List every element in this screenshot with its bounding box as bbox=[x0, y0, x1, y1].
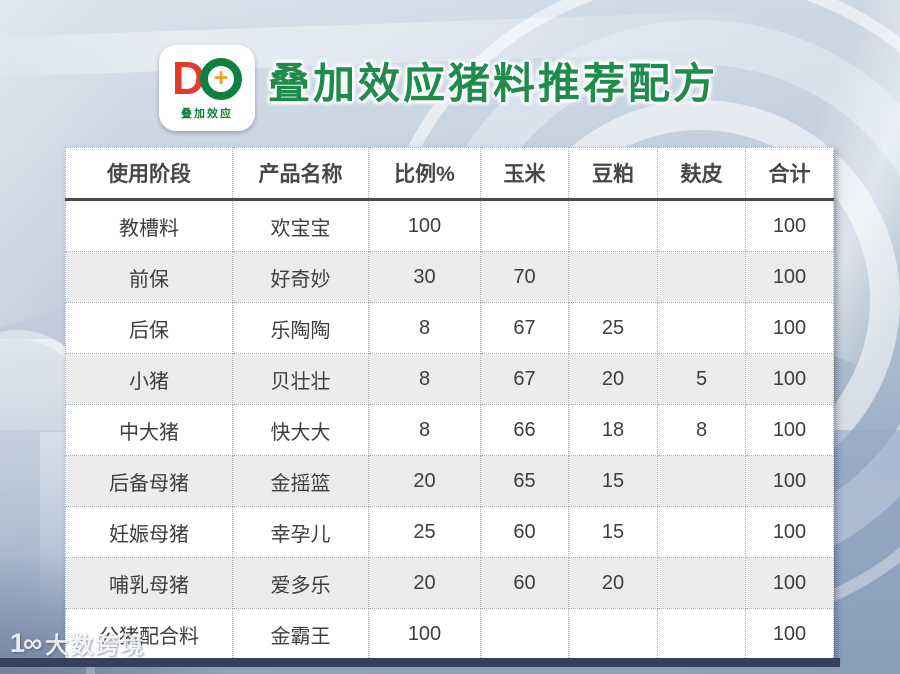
table-cell: 60 bbox=[480, 557, 569, 609]
table-row: 中大猪 快大大 8 66 18 8 100 bbox=[65, 404, 834, 456]
column-header-soybean-meal: 豆粕 bbox=[568, 147, 658, 201]
table-cell: 67 bbox=[480, 302, 569, 354]
table-body: 教槽料 欢宝宝 100 100 前保 好奇妙 30 70 100 后保 乐陶陶 8 67 25 100 小猪贝… bbox=[65, 199, 834, 660]
table-cell: 70 bbox=[480, 251, 569, 303]
column-header-product: 产品名称 bbox=[232, 147, 369, 201]
table-cell: 后保 bbox=[65, 302, 233, 354]
column-header-corn: 玉米 bbox=[480, 147, 569, 201]
brand-logo: D + 叠加效应 bbox=[159, 45, 255, 131]
table-cell bbox=[480, 608, 569, 660]
table-cell: 100 bbox=[745, 455, 834, 507]
table-cell: 18 bbox=[568, 404, 658, 456]
table-cell: 15 bbox=[568, 506, 658, 558]
table-cell: 60 bbox=[480, 506, 569, 558]
table-cell: 20 bbox=[568, 353, 658, 405]
plus-icon: + bbox=[213, 64, 229, 92]
table-cell: 100 bbox=[745, 404, 834, 456]
table-cell: 金霸王 bbox=[232, 608, 369, 660]
table-cell: 20 bbox=[368, 557, 481, 609]
table-cell: 5 bbox=[657, 353, 746, 405]
table-cell: 好奇妙 bbox=[232, 251, 369, 303]
table-row: 小猪 贝壮壮 8 67 20 5 100 bbox=[65, 353, 834, 405]
table-cell: 8 bbox=[368, 302, 481, 354]
table-cell: 爱多乐 bbox=[232, 557, 369, 609]
table-cell: 教槽料 bbox=[65, 199, 233, 252]
table-cell bbox=[657, 199, 746, 252]
table-row: 前保 好奇妙 30 70 100 bbox=[65, 251, 834, 303]
table-cell: 8 bbox=[368, 404, 481, 456]
table-cell: 妊娠母猪 bbox=[65, 506, 233, 558]
column-header-wheat-bran: 麸皮 bbox=[657, 147, 746, 201]
table-cell: 欢宝宝 bbox=[232, 199, 369, 252]
table-cell: 15 bbox=[568, 455, 658, 507]
logo-letter-d: D bbox=[171, 51, 206, 104]
table-cell: 前保 bbox=[65, 251, 233, 303]
table-cell: 贝壮壮 bbox=[232, 353, 369, 405]
table-cell bbox=[657, 455, 746, 507]
table-row: 哺乳母猪 爱多乐 20 60 20 100 bbox=[65, 557, 834, 609]
column-header-stage: 使用阶段 bbox=[65, 147, 233, 201]
table-cell: 100 bbox=[745, 557, 834, 609]
table-cell: 20 bbox=[568, 557, 658, 609]
table-cell: 66 bbox=[480, 404, 569, 456]
table-cell: 100 bbox=[368, 199, 481, 252]
table-cell bbox=[568, 199, 658, 252]
table-cell bbox=[568, 608, 658, 660]
table-cell: 小猪 bbox=[65, 353, 233, 405]
logo-letters: D + bbox=[171, 51, 243, 104]
table-row: 后保 乐陶陶 8 67 25 100 bbox=[65, 302, 834, 354]
table-cell: 金摇篮 bbox=[232, 455, 369, 507]
table-cell: 20 bbox=[368, 455, 481, 507]
table-cell: 100 bbox=[745, 506, 834, 558]
table-row: 公猪配合料 金霸王 100 100 bbox=[65, 608, 834, 660]
column-header-ratio: 比例% bbox=[368, 147, 481, 201]
table-cell: 100 bbox=[745, 251, 834, 303]
table-cell: 25 bbox=[568, 302, 658, 354]
table-cell: 幸孕儿 bbox=[232, 506, 369, 558]
table-cell: 100 bbox=[745, 608, 834, 660]
logo-ring-icon: + bbox=[200, 57, 243, 100]
table-cell: 哺乳母猪 bbox=[65, 557, 233, 609]
column-header-total: 合计 bbox=[745, 147, 834, 201]
table-cell bbox=[657, 302, 746, 354]
table-cell: 8 bbox=[368, 353, 481, 405]
table-cell: 快大大 bbox=[232, 404, 369, 456]
table-row: 后备母猪 金摇篮 20 65 15 100 bbox=[65, 455, 834, 507]
table-cell: 30 bbox=[368, 251, 481, 303]
table-cell: 65 bbox=[480, 455, 569, 507]
table-cell: 中大猪 bbox=[65, 404, 233, 456]
watermark: 1∞ 大数跨境 bbox=[10, 626, 145, 660]
feed-formula-table: 使用阶段 产品名称 比例% 玉米 豆粕 麸皮 合计 教槽料 欢宝宝 100 100 前保… bbox=[65, 147, 834, 660]
table-cell bbox=[657, 608, 746, 660]
table-cell: 后备母猪 bbox=[65, 455, 233, 507]
table-header-row: 使用阶段 产品名称 比例% 玉米 豆粕 麸皮 合计 bbox=[65, 147, 834, 201]
table-cell: 乐陶陶 bbox=[232, 302, 369, 354]
table-cell: 100 bbox=[745, 302, 834, 354]
table-cell bbox=[657, 557, 746, 609]
table-cell bbox=[657, 506, 746, 558]
logo-caption: 叠加效应 bbox=[181, 107, 233, 120]
table-cell: 67 bbox=[480, 353, 569, 405]
table-cell: 100 bbox=[745, 353, 834, 405]
table-cell: 25 bbox=[368, 506, 481, 558]
table-row: 教槽料 欢宝宝 100 100 bbox=[65, 199, 834, 252]
page-title: 叠加效应猪料推荐配方 bbox=[268, 60, 719, 107]
table-cell: 100 bbox=[745, 199, 834, 252]
table-cell bbox=[568, 251, 658, 303]
table-cell: 8 bbox=[657, 404, 746, 456]
table-cell: 100 bbox=[368, 608, 481, 660]
watermark-text: 大数跨境 bbox=[45, 632, 146, 658]
table-row: 妊娠母猪 幸孕儿 25 60 15 100 bbox=[65, 506, 834, 558]
watermark-logo-icon: 1∞ bbox=[10, 627, 42, 658]
table-cell bbox=[657, 251, 746, 303]
table-cell bbox=[480, 199, 569, 252]
